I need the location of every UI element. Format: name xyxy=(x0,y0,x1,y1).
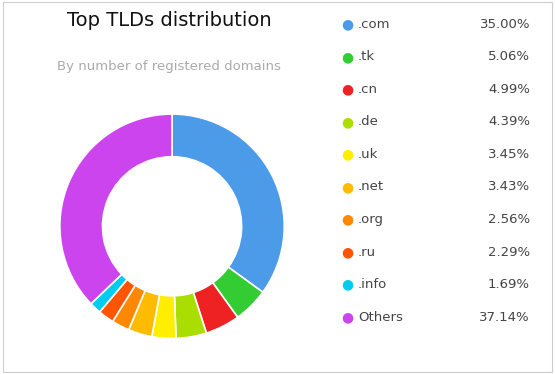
Text: 35.00%: 35.00% xyxy=(480,18,530,31)
Text: 37.14%: 37.14% xyxy=(480,311,530,324)
Wedge shape xyxy=(172,114,284,292)
Text: 4.99%: 4.99% xyxy=(488,83,530,96)
Text: ●: ● xyxy=(341,180,354,194)
Text: .info: .info xyxy=(358,278,387,291)
Wedge shape xyxy=(152,295,176,338)
Wedge shape xyxy=(174,292,206,338)
Text: 4.39%: 4.39% xyxy=(488,116,530,128)
Text: .org: .org xyxy=(358,213,384,226)
Wedge shape xyxy=(129,291,159,337)
Text: 5.06%: 5.06% xyxy=(488,50,530,63)
Text: Others: Others xyxy=(358,311,403,324)
Text: .ru: .ru xyxy=(358,246,376,258)
Text: .com: .com xyxy=(358,18,391,31)
Wedge shape xyxy=(99,279,135,322)
Text: ●: ● xyxy=(341,147,354,162)
Text: By number of registered domains: By number of registered domains xyxy=(57,60,281,73)
Text: 2.56%: 2.56% xyxy=(488,213,530,226)
Text: ●: ● xyxy=(341,50,354,64)
Text: 2.29%: 2.29% xyxy=(488,246,530,258)
Text: ●: ● xyxy=(341,278,354,292)
Text: .de: .de xyxy=(358,116,379,128)
Text: 3.43%: 3.43% xyxy=(488,181,530,193)
Text: ●: ● xyxy=(341,115,354,129)
Text: 1.69%: 1.69% xyxy=(488,278,530,291)
Text: ●: ● xyxy=(341,212,354,227)
Wedge shape xyxy=(91,275,127,312)
Wedge shape xyxy=(193,283,238,333)
Wedge shape xyxy=(113,285,145,330)
Wedge shape xyxy=(60,114,172,304)
Text: .tk: .tk xyxy=(358,50,375,63)
Text: ●: ● xyxy=(341,17,354,31)
Text: 3.45%: 3.45% xyxy=(488,148,530,161)
Text: ●: ● xyxy=(341,245,354,259)
Text: ●: ● xyxy=(341,82,354,96)
Text: Top TLDs distribution: Top TLDs distribution xyxy=(67,11,271,30)
Text: .uk: .uk xyxy=(358,148,379,161)
Text: ●: ● xyxy=(341,310,354,324)
Text: .cn: .cn xyxy=(358,83,378,96)
Text: .net: .net xyxy=(358,181,384,193)
Wedge shape xyxy=(213,267,263,317)
